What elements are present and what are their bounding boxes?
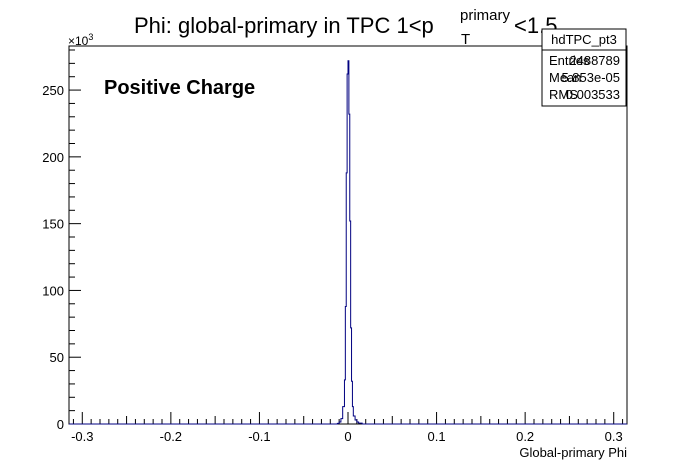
x-tick-label: 0.2 <box>516 429 534 444</box>
x-tick-label: 0.3 <box>605 429 623 444</box>
charge-annotation: Positive Charge <box>104 77 255 99</box>
x-tick-label: 0 <box>344 429 351 444</box>
y-multiplier: ×103 <box>68 32 93 48</box>
histogram-bin <box>348 61 349 424</box>
y-tick-label: 250 <box>42 83 64 98</box>
stats-box: hdTPC_pt3 Entries 2488789 Mean 5.853e-05… <box>541 28 627 107</box>
y-axis: 0 50 100 150 200 250 <box>42 49 81 432</box>
stats-entries-value: 2488789 <box>569 53 620 68</box>
x-axis-label: Global-primary Phi <box>519 445 627 460</box>
chart-title: Phi: global-primary in TPC 1<p <box>134 13 434 38</box>
chart-title-subscript: T <box>461 31 470 48</box>
histogram-outline <box>69 60 627 425</box>
y-tick-label: 50 <box>50 350 64 365</box>
stats-rms-value: 0.003533 <box>566 87 620 102</box>
chart-title-superscript: primary <box>460 7 511 24</box>
stats-entries-label: Entries <box>549 53 590 68</box>
y-tick-label: 200 <box>42 150 64 165</box>
stats-box-title: hdTPC_pt3 <box>551 32 617 47</box>
x-tick-label: -0.3 <box>71 429 93 444</box>
x-tick-label: -0.2 <box>160 429 182 444</box>
x-axis: -0.3 -0.2 -0.1 0 0.1 0.2 0.3 <box>71 412 624 444</box>
stats-mean-label: Mean <box>549 70 582 85</box>
y-tick-label: 150 <box>42 217 64 232</box>
y-tick-label: 100 <box>42 283 64 298</box>
y-tick-label: 0 <box>57 417 64 432</box>
x-tick-label: 0.1 <box>428 429 446 444</box>
stats-rms-label: RMS <box>549 87 578 102</box>
stats-mean-value: 5.853e-05 <box>561 70 620 85</box>
x-tick-label: -0.1 <box>248 429 270 444</box>
